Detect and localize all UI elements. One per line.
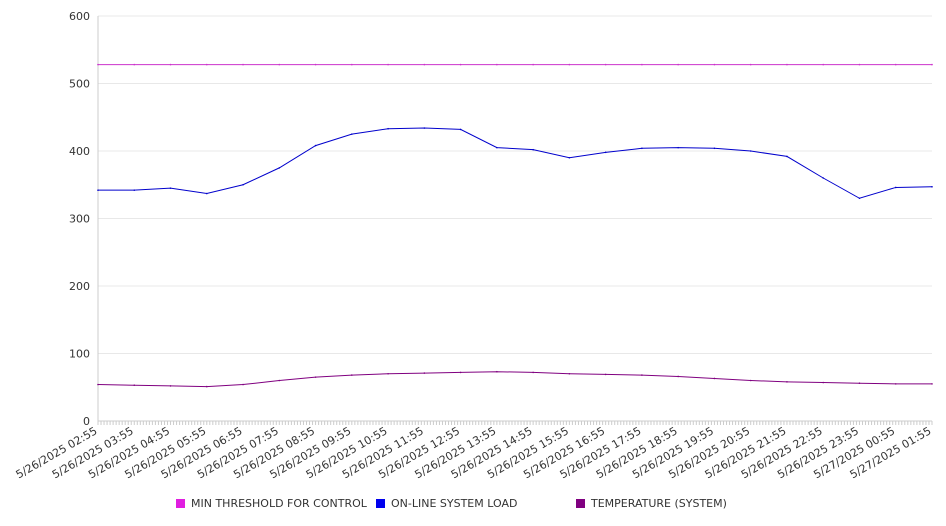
data-point-min-threshold	[749, 63, 752, 66]
legend-swatch-system-load	[376, 499, 385, 508]
data-point-min-threshold	[205, 63, 208, 66]
data-point-temperature	[532, 371, 534, 374]
data-point-system-load	[894, 186, 897, 189]
data-point-system-load	[858, 197, 861, 200]
data-point-temperature	[351, 374, 353, 376]
data-point-system-load	[568, 156, 571, 159]
data-point-temperature	[169, 385, 172, 387]
data-point-system-load	[749, 150, 752, 152]
data-point-min-threshold	[314, 63, 317, 66]
data-point-temperature	[822, 381, 825, 384]
data-point-temperature	[931, 383, 933, 385]
data-point-system-load	[604, 151, 607, 154]
data-point-temperature	[459, 371, 462, 374]
data-point-system-load	[351, 133, 353, 135]
y-tick-label-500: 500	[69, 78, 90, 91]
data-point-min-threshold	[351, 63, 353, 66]
data-point-temperature	[242, 383, 244, 386]
data-point-min-threshold	[496, 63, 498, 66]
data-point-system-load	[169, 187, 172, 189]
data-point-min-threshold	[532, 63, 534, 66]
data-point-min-threshold	[677, 63, 679, 66]
gridlines	[98, 15, 932, 354]
legend-label-min-threshold: MIN THRESHOLD FOR CONTROL	[191, 497, 367, 510]
data-point-min-threshold	[568, 63, 571, 66]
data-point-system-load	[97, 189, 99, 191]
data-point-temperature	[786, 381, 788, 383]
data-point-system-load	[133, 189, 136, 191]
data-point-temperature	[749, 379, 752, 382]
y-tick-label-100: 100	[69, 348, 90, 361]
data-point-min-threshold	[894, 63, 897, 66]
data-point-min-threshold	[133, 63, 136, 66]
data-point-min-threshold	[931, 63, 933, 66]
legend-item-system-load: ON-LINE SYSTEM LOAD	[376, 497, 517, 510]
data-point-min-threshold	[822, 63, 825, 66]
legend: MIN THRESHOLD FOR CONTROL ON-LINE SYSTEM…	[0, 497, 946, 515]
data-point-temperature	[641, 374, 643, 376]
series-line-system-load	[98, 127, 933, 199]
data-point-min-threshold	[387, 63, 389, 66]
data-point-system-load	[242, 183, 244, 186]
data-point-min-threshold	[97, 63, 99, 66]
data-point-min-threshold	[459, 63, 462, 66]
data-point-system-load	[278, 167, 281, 169]
y-tick-label-300: 300	[69, 213, 90, 226]
y-tick-label-200: 200	[69, 280, 90, 293]
data-point-temperature	[568, 372, 571, 375]
data-point-min-threshold	[713, 63, 716, 66]
data-point-temperature	[133, 384, 136, 387]
series-line-temperature	[97, 371, 932, 388]
data-point-min-threshold	[169, 63, 172, 66]
legend-item-min-threshold: MIN THRESHOLD FOR CONTROL	[176, 497, 367, 510]
data-point-system-load	[496, 146, 498, 149]
y-tick-label-600: 600	[69, 10, 90, 23]
data-point-system-load	[459, 128, 462, 131]
data-point-system-load	[314, 144, 317, 147]
data-point-temperature	[604, 373, 607, 376]
data-point-system-load	[641, 147, 643, 150]
data-point-system-load	[387, 127, 389, 130]
y-axis-ticks: 0 100 200 300 400 500 600	[69, 10, 90, 428]
data-point-system-load	[677, 146, 679, 149]
axes	[97, 16, 933, 425]
data-point-system-load	[423, 127, 426, 129]
data-point-temperature	[314, 376, 317, 378]
data-point-system-load	[532, 148, 534, 151]
data-point-system-load	[822, 177, 825, 179]
data-point-min-threshold	[242, 63, 244, 66]
data-point-temperature	[97, 383, 99, 386]
data-point-min-threshold	[604, 63, 607, 66]
data-point-temperature	[677, 375, 679, 378]
y-tick-label-400: 400	[69, 145, 90, 158]
data-point-temperature	[713, 377, 716, 380]
data-point-temperature	[205, 385, 208, 388]
data-point-min-threshold	[858, 63, 861, 66]
legend-item-temperature: TEMPERATURE (SYSTEM)	[576, 497, 727, 510]
data-point-min-threshold	[641, 63, 643, 66]
data-point-min-threshold	[423, 63, 426, 66]
plot-area	[97, 63, 933, 388]
data-point-temperature	[496, 370, 498, 373]
data-point-system-load	[786, 155, 788, 158]
data-point-temperature	[423, 372, 426, 374]
data-point-system-load	[713, 147, 716, 150]
data-point-system-load	[205, 192, 208, 195]
data-point-min-threshold	[786, 63, 788, 66]
legend-swatch-temperature	[576, 499, 585, 508]
x-axis-ticks: 5/26/2025 02:555/26/2025 03:555/26/2025 …	[14, 424, 934, 481]
data-point-temperature	[278, 379, 281, 382]
data-point-temperature	[894, 383, 897, 385]
legend-label-temperature: TEMPERATURE (SYSTEM)	[591, 497, 727, 510]
data-point-temperature	[387, 372, 389, 375]
data-point-min-threshold	[278, 63, 281, 66]
data-point-system-load	[931, 185, 933, 188]
legend-label-system-load: ON-LINE SYSTEM LOAD	[391, 497, 518, 510]
legend-swatch-min-threshold	[176, 499, 185, 508]
y-tick-label-0: 0	[83, 415, 90, 428]
data-point-temperature	[858, 382, 861, 385]
